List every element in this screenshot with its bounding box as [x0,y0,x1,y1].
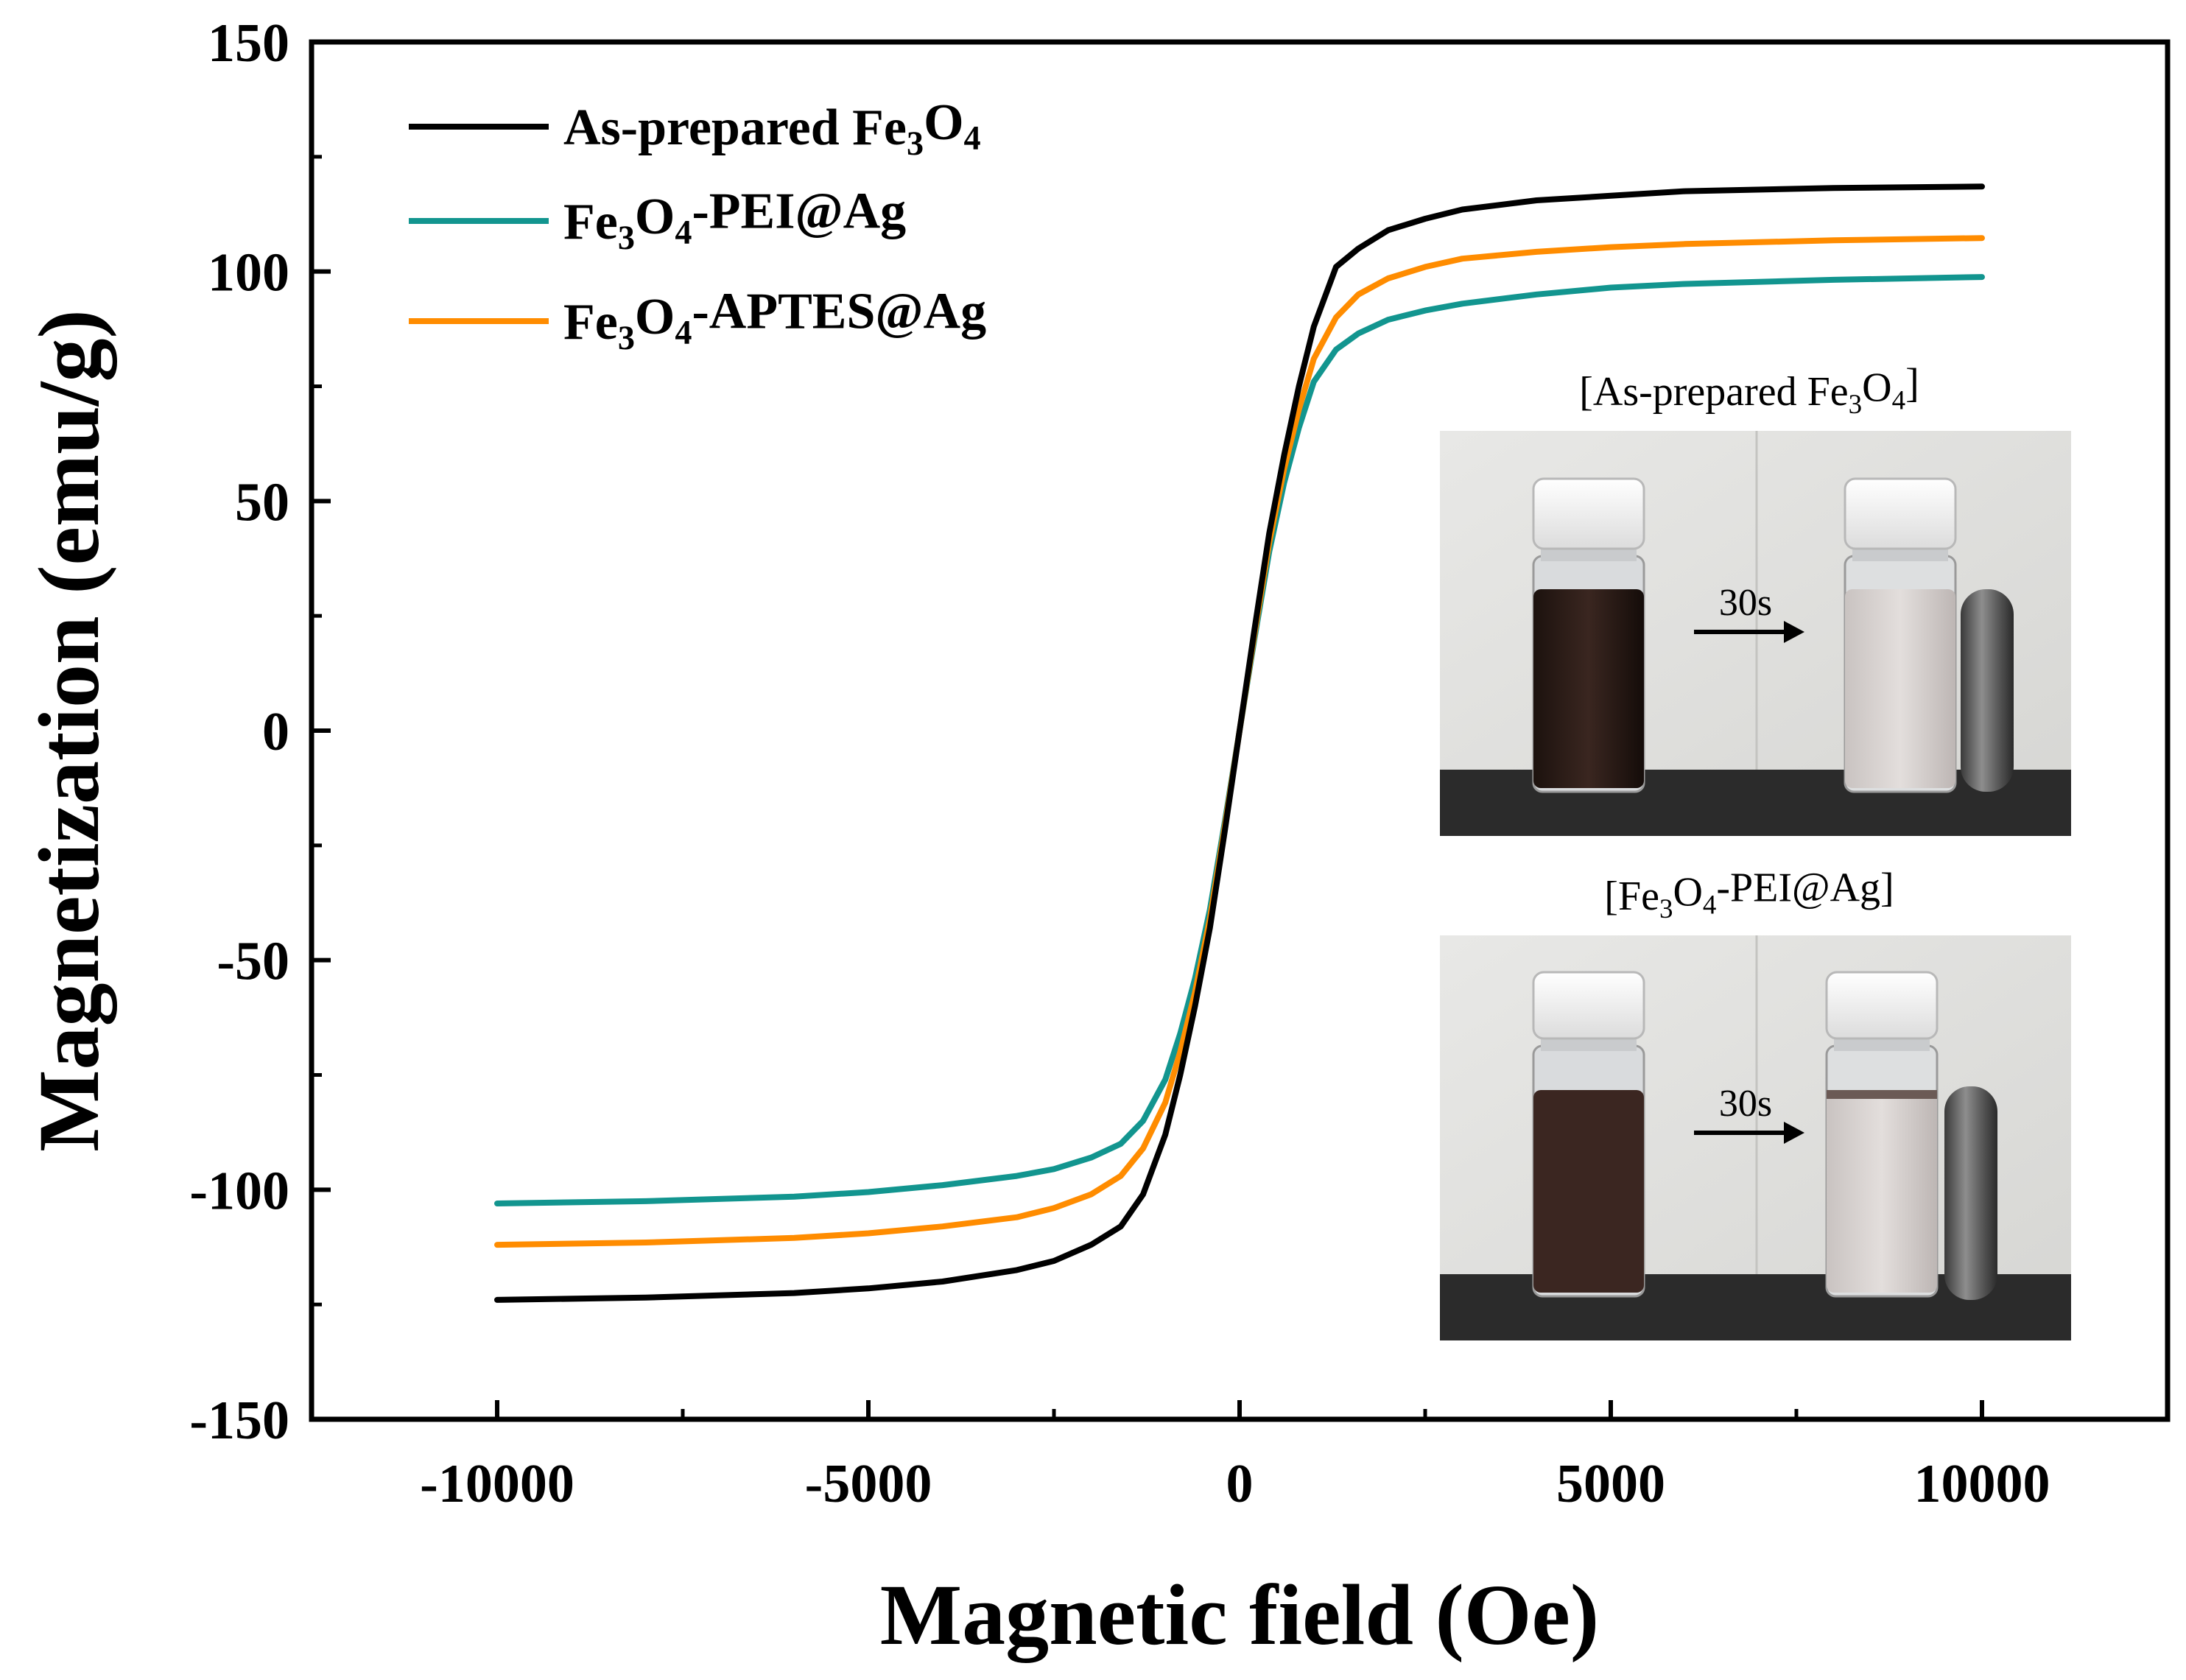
legend-label-pei: Fe3O4-PEI@Ag [563,183,906,256]
magnet [1944,1086,1997,1300]
magnet [1961,589,2014,792]
inset-photo-pei: [Fe3O4-PEI@Ag] 30s [1440,865,2071,1340]
y-tick-label: -50 [217,932,289,992]
x-tick-label: 0 [1226,1454,1254,1514]
y-tick-label: 50 [235,472,289,533]
x-axis-title: Magnetic field (Oe) [880,1567,1599,1663]
y-tick-label: -100 [189,1161,289,1221]
legend-label-as-prepared: As-prepared Fe3O4 [563,94,981,162]
series-line-as-prepared-fe3o4 [494,183,1985,1303]
vial-after [1825,971,1939,1298]
arrow-label-30s: 30s [1719,1083,1772,1125]
y-axis-title: Magnetization (emu/g) [21,309,117,1152]
axes: -10000 -5000 0 5000 10000 -150 -100 -50 0 50 100 15… [189,13,2170,1514]
legend-label-aptes: Fe3O4-APTES@Ag [563,284,986,356]
arrow-label-30s: 30s [1719,582,1772,624]
vial-after [1844,477,1957,793]
arrow-right-icon [1694,621,1804,643]
series-layer [494,183,1985,1303]
arrow-right-icon [1694,1122,1804,1144]
legend: As-prepared Fe3O4 Fe3O4-PEI@Ag Fe3O4-APT… [409,94,986,356]
x-tick-label: -10000 [420,1454,574,1514]
vial-before [1532,477,1645,793]
x-tick-label: -5000 [805,1454,932,1514]
y-tick-label: -150 [189,1391,289,1451]
y-tick-label: 150 [208,13,289,74]
vial-before [1532,971,1645,1298]
inset-photo-as-prepared: [As-prepared Fe3O4] 30s [1440,361,2071,836]
x-tick-label: 10000 [1914,1454,2050,1514]
y-tick-label: 100 [208,243,289,303]
x-tick-label: 5000 [1556,1454,1665,1514]
inset-title-pei: [Fe3O4-PEI@Ag] [1604,865,1894,924]
y-tick-label: 0 [262,702,289,762]
inset-title-as-prepared: [As-prepared Fe3O4] [1579,361,1919,420]
